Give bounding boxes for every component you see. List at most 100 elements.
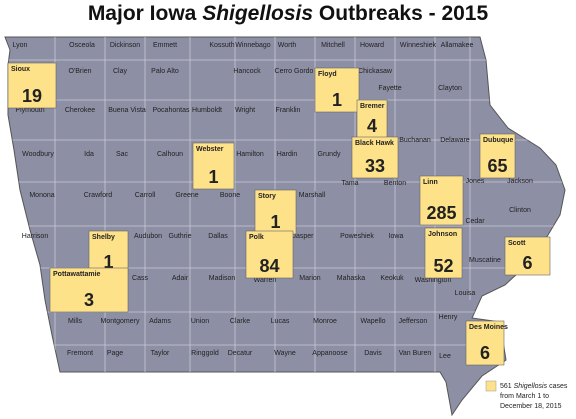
legend-line: 561 Shigellosis cases [500, 383, 568, 390]
county-label: Page [107, 350, 123, 357]
county-label: Plymouth [15, 107, 44, 114]
county-label: Monona [29, 192, 54, 199]
county-label: Washington [415, 277, 452, 284]
county-label: Ringgold [191, 350, 219, 357]
county-label: Jasper [292, 233, 314, 240]
county-label: Cerro Gordo [275, 68, 314, 75]
title-text: Outbreaks - 2015 [319, 2, 489, 25]
legend-italic: Shigellosis [514, 383, 548, 390]
county-label: Sac [116, 151, 129, 158]
title-text: Major Iowa [88, 2, 197, 25]
outbreak-county-label: Johnson [428, 231, 457, 238]
county-label: Howard [360, 42, 384, 49]
county-label: Marshall [299, 192, 326, 199]
county-label: Madison [209, 275, 236, 282]
county-label: Monroe [313, 318, 337, 325]
county-label: Jackson [507, 178, 533, 185]
outbreak-county [424, 227, 463, 279]
outbreak-county-label: Linn [423, 179, 438, 186]
county-label: Allamakee [441, 42, 474, 49]
county-label: Buchanan [399, 137, 431, 144]
outbreak-county-label: Des Moines [469, 324, 508, 331]
outbreak-county [504, 236, 551, 276]
title-italic: Shigellosis [202, 2, 313, 25]
county-label: Mahaska [337, 275, 366, 282]
outbreak-cases: 84 [259, 256, 279, 276]
county-label: Van Buren [399, 350, 432, 357]
county-label: Mitchell [321, 42, 345, 49]
outbreak-county [465, 320, 505, 366]
outbreak-cases: 1 [208, 167, 218, 187]
outbreak-county-label: Sioux [11, 66, 30, 73]
county-label: Hamilton [236, 151, 264, 158]
county-label: Henry [439, 314, 458, 321]
county-label: Appanoose [312, 350, 348, 357]
outbreak-county [192, 142, 235, 190]
county-label: Guthrie [169, 233, 192, 240]
outbreak-county [7, 62, 57, 109]
county-label: Crawford [84, 192, 113, 199]
county-label: Emmett [153, 42, 177, 49]
legend-line: December 18, 2015 [500, 403, 562, 410]
county-label: Winneshiek [400, 42, 437, 49]
county-label: Palo Alto [151, 68, 179, 75]
county-label: Iowa [389, 233, 404, 240]
outbreak-cases: 65 [487, 156, 507, 176]
county-label: Greene [175, 192, 198, 199]
county-label: Fremont [67, 350, 93, 357]
outbreak-county [314, 67, 360, 113]
county-label: Clinton [509, 207, 531, 214]
county-label: Calhoun [157, 151, 183, 158]
county-label: Marion [299, 275, 321, 282]
county-label: Franklin [276, 107, 301, 114]
outbreak-cases: 33 [365, 156, 385, 176]
county-label: Lyon [13, 42, 28, 49]
county-label: Winnebago [235, 42, 271, 49]
legend-line: from March 1 to [500, 393, 549, 400]
outbreak-county-label: Polk [249, 234, 264, 241]
county-label: Buena Vista [108, 107, 146, 114]
county-label: Chickasaw [358, 68, 393, 75]
outbreak-county [245, 230, 294, 279]
county-label: Jefferson [399, 318, 428, 325]
county-label: Carroll [135, 192, 156, 199]
outbreak-cases: 19 [22, 86, 42, 106]
county-label: Union [191, 318, 209, 325]
legend-text: cases [549, 383, 568, 390]
county-label: Tama [341, 180, 358, 187]
outbreak-county-label: Black Hawk [355, 140, 394, 147]
county-label: Clayton [438, 85, 462, 92]
county-label: Dickinson [110, 42, 140, 49]
outbreak-county-label: Bremer [360, 103, 385, 110]
county-label: Benton [384, 180, 406, 187]
outbreak-county-label: Webster [196, 146, 224, 153]
county-label: Wapello [360, 318, 385, 325]
outbreak-county [479, 133, 516, 179]
county-label: Pocahontas [153, 107, 190, 114]
outbreak-cases: 1 [332, 90, 342, 110]
outbreak-county-label: Floyd [318, 71, 337, 78]
outbreak-cases: 3 [84, 290, 94, 310]
outbreak-cases: 285 [426, 203, 456, 223]
county-label: Worth [278, 42, 297, 49]
outbreak-county [254, 189, 297, 235]
outbreak-cases: 6 [522, 253, 532, 273]
county-label: Humboldt [192, 107, 222, 114]
county-label: Wright [235, 107, 255, 114]
outbreak-county [356, 99, 388, 139]
outbreak-county-label: Story [258, 193, 276, 200]
outbreak-county-label: Dubuque [483, 137, 513, 144]
county-label: O'Brien [68, 68, 91, 75]
county-label: Davis [364, 350, 382, 357]
county-label: Kossuth [209, 42, 234, 49]
county-label: Jones [466, 178, 485, 185]
county-label: Delaware [440, 137, 470, 144]
county-label: Clarke [230, 318, 250, 325]
county-label: Cedar [465, 218, 485, 225]
county-label: Dallas [208, 233, 228, 240]
outbreak-cases: 4 [367, 116, 377, 136]
county-label: Louisa [455, 290, 476, 297]
county-label: Harrison [22, 233, 49, 240]
county-label: Wayne [274, 350, 296, 357]
